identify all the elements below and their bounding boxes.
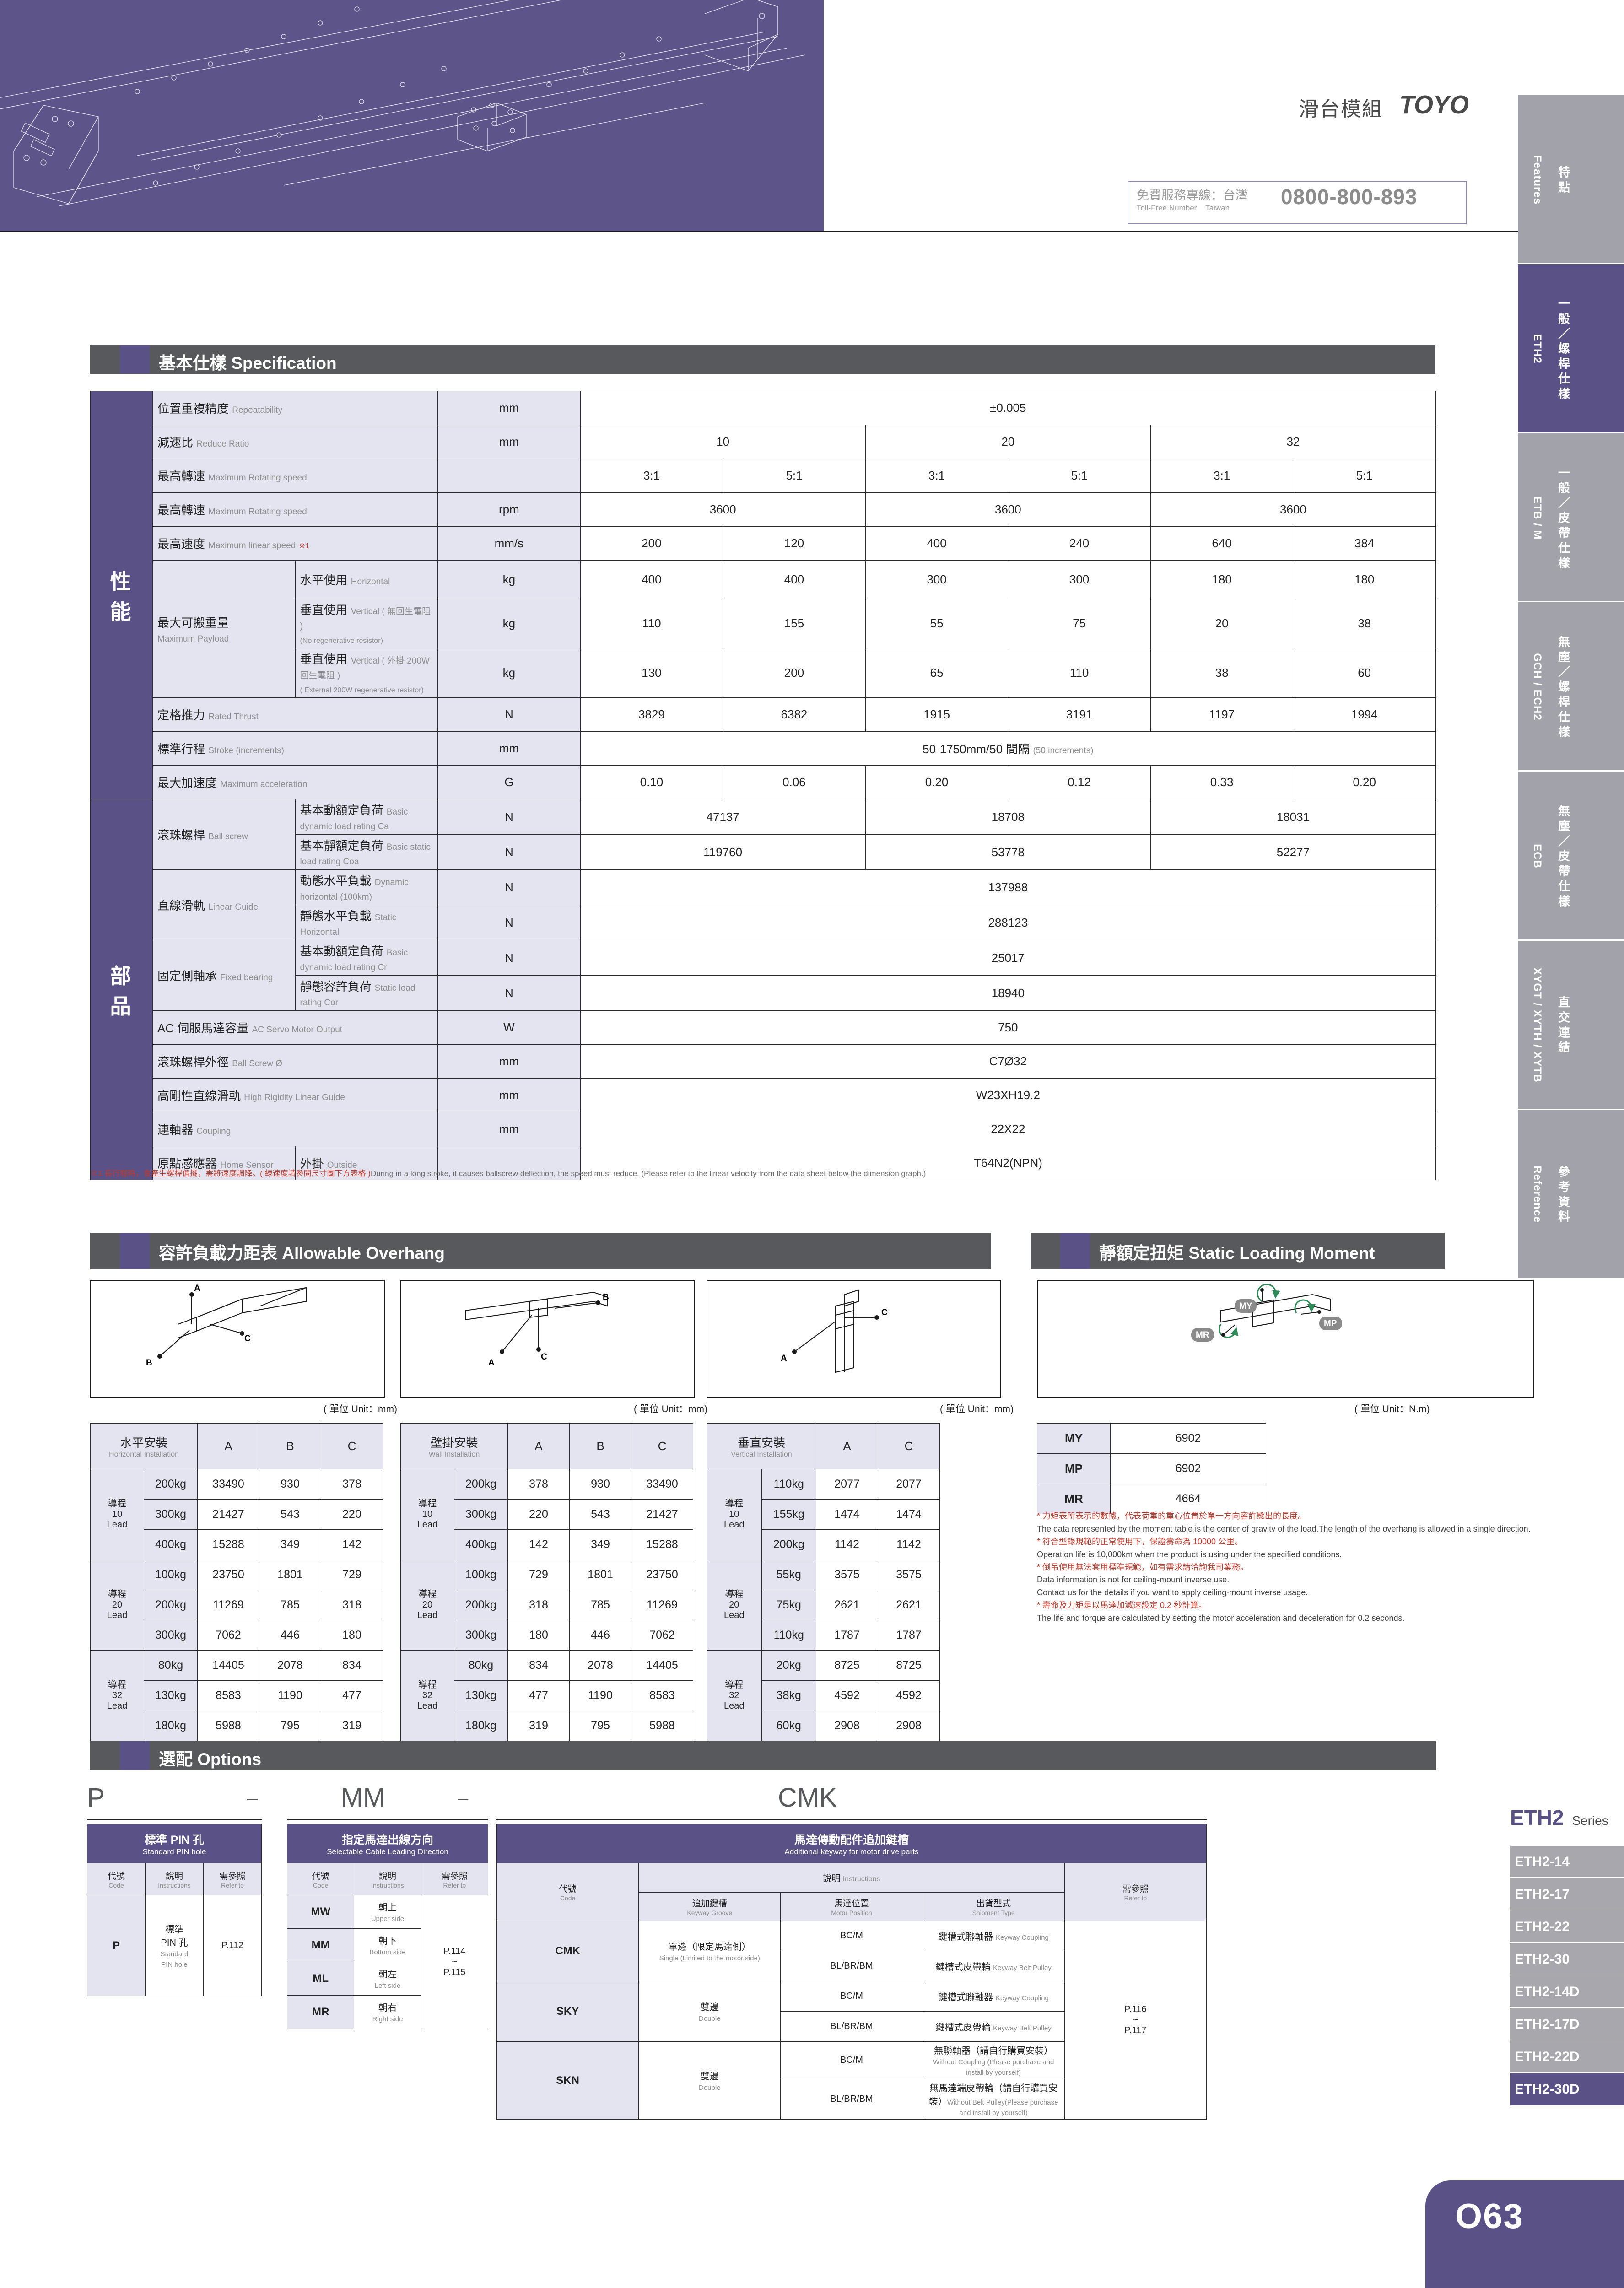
svg-text:A: A [488, 1358, 495, 1368]
svg-text:MR: MR [1196, 1330, 1209, 1340]
svg-text:C: C [541, 1352, 547, 1362]
svg-text:C: C [244, 1334, 251, 1344]
svg-text:A: A [194, 1284, 200, 1293]
svg-text:MY: MY [1239, 1301, 1252, 1311]
svg-text:C: C [881, 1308, 888, 1317]
svg-text:MP: MP [1324, 1319, 1337, 1328]
svg-text:B: B [603, 1293, 609, 1302]
svg-text:B: B [146, 1358, 152, 1368]
svg-text:A: A [781, 1354, 787, 1363]
